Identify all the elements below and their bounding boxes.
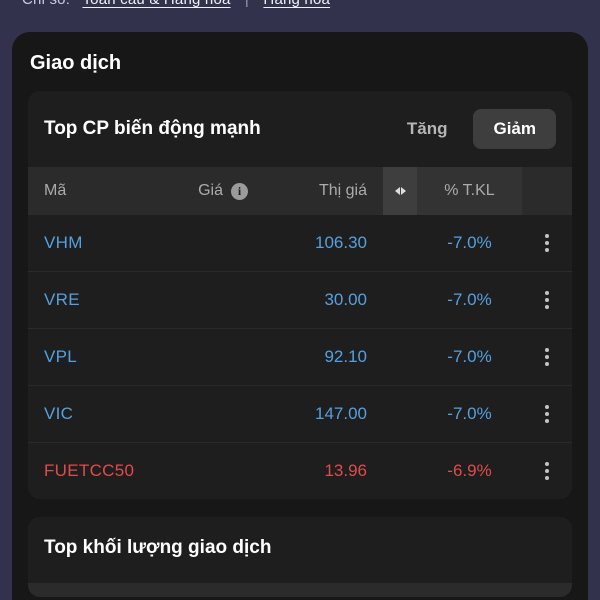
row-menu-button[interactable] bbox=[539, 285, 555, 315]
index-prefix-label: Chỉ số: bbox=[22, 0, 70, 8]
stock-market-price: 147.00 bbox=[315, 404, 367, 423]
stock-percent-change: -6.9% bbox=[447, 461, 492, 480]
row-menu-button[interactable] bbox=[539, 399, 555, 429]
swap-right-arrow-icon bbox=[400, 187, 406, 195]
table-row[interactable]: VHM 106.30 -7.0% bbox=[28, 215, 572, 271]
stock-symbol[interactable]: VRE bbox=[44, 290, 80, 309]
stock-symbol[interactable]: VHM bbox=[44, 233, 83, 252]
stock-percent-change: -7.0% bbox=[447, 347, 492, 366]
column-header-symbol[interactable]: Mã bbox=[44, 182, 67, 199]
commodities-link[interactable]: Hàng hóa bbox=[263, 0, 330, 8]
link-separator: | bbox=[245, 0, 249, 8]
gainers-losers-toggle: Tăng Giảm bbox=[387, 109, 556, 149]
page-title: Giao dịch bbox=[30, 52, 122, 74]
stock-symbol[interactable]: VPL bbox=[44, 347, 78, 366]
top-volume-card: Top khối lượng giao dịch bbox=[28, 517, 572, 597]
swap-left-arrow-icon bbox=[394, 187, 400, 195]
toggle-tang-button[interactable]: Tăng bbox=[406, 119, 448, 138]
table-row[interactable]: VRE 30.00 -7.0% bbox=[28, 271, 572, 328]
kebab-menu-icon bbox=[545, 291, 549, 309]
global-commodities-link[interactable]: Toàn cầu & Hàng hóa bbox=[82, 0, 230, 8]
stock-percent-change: -7.0% bbox=[447, 233, 492, 252]
stock-symbol[interactable]: FUETCC50 bbox=[44, 461, 135, 480]
row-menu-button[interactable] bbox=[539, 456, 555, 486]
column-header-price[interactable]: Giá i bbox=[158, 167, 248, 215]
info-icon[interactable]: i bbox=[231, 182, 248, 200]
row-menu-button[interactable] bbox=[539, 228, 555, 258]
stock-market-price: 106.30 bbox=[315, 233, 367, 252]
stock-market-price: 92.10 bbox=[324, 347, 367, 366]
column-header-percent[interactable]: % T.KL bbox=[417, 167, 522, 215]
kebab-menu-icon bbox=[545, 234, 549, 252]
top-volume-title: Top khối lượng giao dịch bbox=[44, 537, 272, 558]
top-movers-card: Top CP biến động mạnh Tăng Giảm Mã Giá i… bbox=[28, 91, 572, 499]
stock-market-price: 30.00 bbox=[324, 290, 367, 309]
table-row[interactable]: VIC 147.00 -7.0% bbox=[28, 385, 572, 442]
top-movers-title: Top CP biến động mạnh bbox=[44, 118, 261, 139]
top-movers-header: Top CP biến động mạnh Tăng Giảm bbox=[28, 91, 572, 167]
top-volume-table-header bbox=[28, 583, 572, 597]
stock-market-price: 13.96 bbox=[324, 461, 367, 480]
table-header-row: Mã Giá i Thị giá % T.KL bbox=[28, 167, 572, 215]
stock-percent-change: -7.0% bbox=[447, 404, 492, 423]
table-row[interactable]: VPL 92.10 -7.0% bbox=[28, 328, 572, 385]
stock-symbol[interactable]: VIC bbox=[44, 404, 74, 423]
column-swap-button[interactable] bbox=[383, 167, 417, 215]
table-row[interactable]: FUETCC50 13.96 -6.9% bbox=[28, 442, 572, 499]
index-links-line: Chỉ số: Toàn cầu & Hàng hóa | Hàng hóa bbox=[22, 0, 330, 8]
trading-sheet: Giao dịch Top CP biến động mạnh Tăng Giả… bbox=[12, 32, 588, 600]
kebab-menu-icon bbox=[545, 462, 549, 480]
stock-percent-change: -7.0% bbox=[447, 290, 492, 309]
kebab-menu-icon bbox=[545, 348, 549, 366]
kebab-menu-icon bbox=[545, 405, 549, 423]
top-status-bar: Chỉ số: Toàn cầu & Hàng hóa | Hàng hóa bbox=[0, 0, 600, 32]
column-header-market-price[interactable]: Thị giá bbox=[318, 182, 367, 199]
column-header-price-label: Giá bbox=[198, 182, 223, 199]
row-menu-button[interactable] bbox=[539, 342, 555, 372]
toggle-giam-button[interactable]: Giảm bbox=[473, 109, 556, 149]
column-header-menu-spacer bbox=[522, 167, 572, 215]
